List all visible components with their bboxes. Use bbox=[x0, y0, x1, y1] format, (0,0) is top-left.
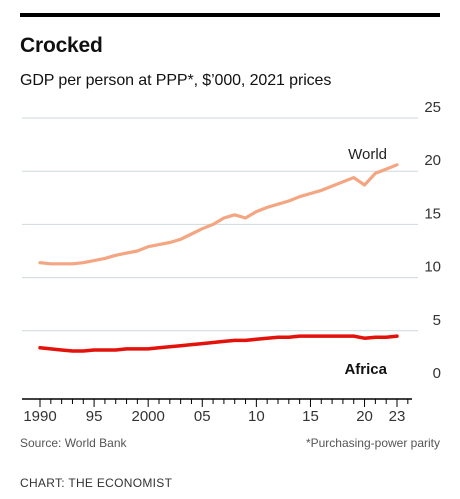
africa-series-label: Africa bbox=[344, 361, 387, 378]
y-tick-label: 5 bbox=[433, 312, 441, 329]
x-tick-label: 05 bbox=[194, 408, 211, 425]
x-tick-label: 10 bbox=[248, 408, 265, 425]
y-tick-label: 0 bbox=[433, 365, 441, 382]
x-tick-label: 20 bbox=[356, 408, 373, 425]
chart-title: Crocked bbox=[20, 34, 103, 57]
x-tick-label: 1990 bbox=[23, 408, 56, 425]
x-tick-label: 15 bbox=[302, 408, 319, 425]
x-axis-ticks: 1990 95 2000 05 10 15 20 23 bbox=[23, 408, 405, 425]
y-tick-label: 20 bbox=[424, 152, 441, 169]
y-tick-label: 15 bbox=[424, 205, 441, 222]
chart-credit: CHART: THE ECONOMIST bbox=[20, 476, 173, 490]
x-tick-label: 2000 bbox=[131, 408, 164, 425]
x-tick-label: 23 bbox=[389, 408, 406, 425]
x-axis bbox=[22, 398, 412, 407]
gridlines bbox=[22, 117, 418, 332]
series-labels: World Africa bbox=[344, 146, 387, 378]
series-line-africa bbox=[38, 334, 399, 353]
y-axis-ticks: 0 5 10 15 20 25 bbox=[424, 99, 441, 382]
chart-subtitle: GDP per person at PPP*, $’000, 2021 pric… bbox=[20, 72, 332, 89]
y-tick-label: 25 bbox=[424, 99, 441, 116]
series-line-world bbox=[38, 163, 399, 266]
x-tick-label: 95 bbox=[86, 408, 103, 425]
source-note: Source: World Bank bbox=[20, 436, 127, 450]
y-tick-label: 10 bbox=[424, 259, 441, 276]
top-rule bbox=[20, 13, 440, 17]
world-series-label: World bbox=[348, 146, 387, 163]
series-lines bbox=[38, 163, 399, 353]
footnote: *Purchasing-power parity bbox=[305, 436, 440, 450]
